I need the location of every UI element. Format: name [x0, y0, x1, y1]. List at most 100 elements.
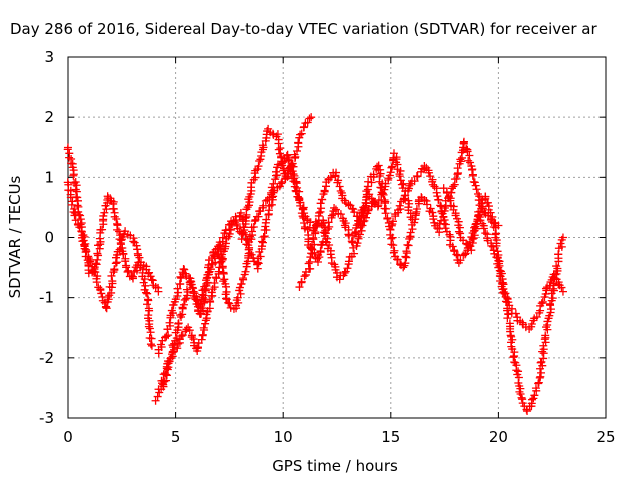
data-point	[405, 181, 414, 190]
data-point	[75, 210, 84, 219]
data-point	[66, 193, 75, 202]
data-point	[395, 201, 404, 210]
data-point	[467, 246, 476, 255]
data-point	[166, 353, 175, 362]
data-point	[463, 147, 472, 156]
data-point	[143, 289, 152, 298]
data-point	[222, 294, 231, 303]
data-point	[512, 366, 521, 375]
data-point	[558, 287, 567, 296]
data-point	[499, 280, 508, 289]
x-tick-label: 5	[171, 428, 181, 446]
data-point	[537, 357, 546, 366]
data-point	[468, 171, 477, 180]
data-point	[91, 268, 100, 277]
data-point	[389, 248, 398, 257]
data-point	[452, 174, 461, 183]
data-point	[549, 279, 558, 288]
data-point	[177, 332, 186, 341]
data-point	[317, 195, 326, 204]
data-point	[537, 368, 546, 377]
data-point	[201, 319, 210, 328]
data-point	[92, 278, 101, 287]
data-point	[428, 208, 437, 217]
data-point	[259, 232, 268, 241]
data-point	[165, 318, 174, 327]
data-point	[109, 204, 118, 213]
data-point	[81, 248, 90, 257]
data-point	[316, 199, 325, 208]
data-point	[116, 239, 125, 248]
data-point	[70, 211, 79, 220]
data-point	[173, 284, 182, 293]
data-point	[383, 214, 392, 223]
data-point	[124, 266, 133, 275]
data-point	[93, 249, 102, 258]
data-point	[393, 255, 402, 264]
data-point	[451, 211, 460, 220]
data-point	[63, 145, 72, 154]
data-point	[214, 267, 223, 276]
data-point	[423, 200, 432, 209]
data-point	[488, 212, 497, 221]
data-point	[249, 222, 258, 231]
data-point	[557, 283, 566, 292]
data-point	[174, 339, 183, 348]
x-tick-label: 0	[63, 428, 73, 446]
data-point	[440, 219, 449, 228]
data-point	[452, 250, 461, 259]
data-point	[162, 370, 171, 379]
data-point	[509, 353, 518, 362]
data-point	[146, 340, 155, 349]
data-point	[203, 278, 212, 287]
data-point	[257, 237, 266, 246]
data-point	[459, 138, 468, 147]
data-point	[102, 304, 111, 313]
data-point	[369, 170, 378, 179]
data-point	[467, 165, 476, 174]
data-point	[488, 242, 497, 251]
data-point	[167, 306, 176, 315]
data-point	[527, 320, 536, 329]
data-point	[199, 323, 208, 332]
data-point	[284, 155, 293, 164]
data-point	[324, 218, 333, 227]
data-point	[546, 305, 555, 314]
data-point	[84, 254, 93, 263]
data-point	[121, 257, 130, 266]
data-point	[548, 294, 557, 303]
data-point	[215, 238, 224, 247]
data-point	[424, 168, 433, 177]
data-point	[145, 306, 154, 315]
data-point	[388, 162, 397, 171]
data-point	[218, 233, 227, 242]
data-point	[175, 280, 184, 289]
data-point	[94, 251, 103, 260]
data-point	[168, 347, 177, 356]
y-axis-label: SDTVAR / TECUs	[6, 175, 24, 298]
data-point	[326, 250, 335, 259]
data-point	[132, 241, 141, 250]
data-point	[343, 264, 352, 273]
data-point	[300, 218, 309, 227]
data-point	[297, 277, 306, 286]
data-point	[193, 296, 202, 305]
data-point	[307, 113, 316, 122]
data-point	[472, 185, 481, 194]
data-point	[498, 288, 507, 297]
data-point	[110, 265, 119, 274]
data-point	[294, 138, 303, 147]
data-point	[255, 157, 264, 166]
data-point	[259, 238, 268, 247]
data-point	[295, 283, 304, 292]
data-point	[386, 168, 395, 177]
y-tick-label: 1	[44, 168, 54, 186]
data-point	[412, 204, 421, 213]
data-point	[433, 224, 442, 233]
data-point	[336, 187, 345, 196]
data-point	[434, 195, 443, 204]
data-point	[194, 299, 203, 308]
data-point	[327, 211, 336, 220]
data-point	[262, 215, 271, 224]
